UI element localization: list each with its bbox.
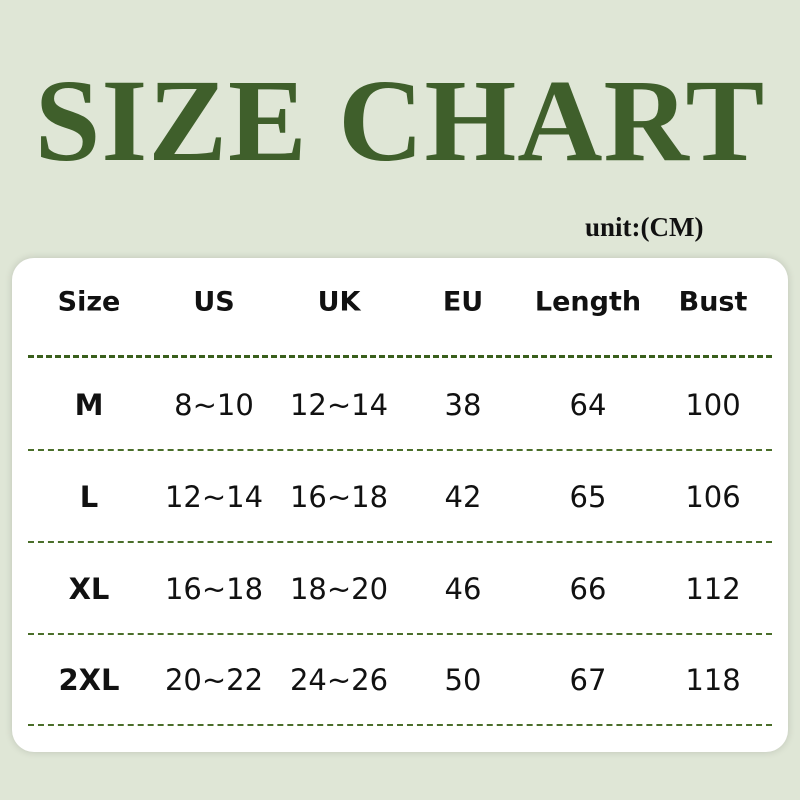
dashed-divider: [28, 633, 772, 635]
column-header: Bust: [678, 286, 748, 318]
table-cell: 8~10: [174, 388, 254, 422]
size-label: XL: [68, 572, 110, 606]
dashed-divider: [28, 724, 772, 726]
dashed-divider: [28, 541, 772, 543]
size-table: Size US UK EU Length Bust M 8~10 12~14 38 64 100 L 12…: [12, 258, 788, 752]
table-cell: 65: [569, 480, 607, 514]
table-cell: 50: [444, 663, 482, 697]
column-header: UK: [317, 286, 361, 318]
table-cell: 112: [685, 572, 741, 606]
dashed-divider: [28, 449, 772, 451]
table-cell: 16~18: [289, 480, 389, 514]
table-cell: 42: [444, 480, 482, 514]
size-label: 2XL: [58, 663, 120, 697]
column-header: US: [193, 286, 235, 318]
unit-label: unit:(CM): [585, 212, 704, 242]
page-title: SIZE CHART: [34, 55, 766, 186]
table-cell: 67: [569, 663, 607, 697]
table-cell: 106: [685, 480, 741, 514]
size-label: M: [74, 388, 104, 422]
table-cell: 20~22: [164, 663, 264, 697]
table-cell: 12~14: [289, 388, 389, 422]
column-header: EU: [442, 286, 484, 318]
table-cell: 38: [444, 388, 482, 422]
column-header: Length: [534, 286, 642, 318]
table-cell: 24~26: [289, 663, 389, 697]
table-cell: 64: [569, 388, 607, 422]
table-cell: 66: [569, 572, 607, 606]
size-label: L: [79, 480, 99, 514]
table-cell: 12~14: [164, 480, 264, 514]
dashed-divider: [28, 355, 772, 358]
table-cell: 118: [685, 663, 741, 697]
table-cell: 16~18: [164, 572, 264, 606]
column-header: Size: [57, 286, 121, 318]
table-cell: 46: [444, 572, 482, 606]
table-cell: 100: [685, 388, 741, 422]
table-cell: 18~20: [289, 572, 389, 606]
